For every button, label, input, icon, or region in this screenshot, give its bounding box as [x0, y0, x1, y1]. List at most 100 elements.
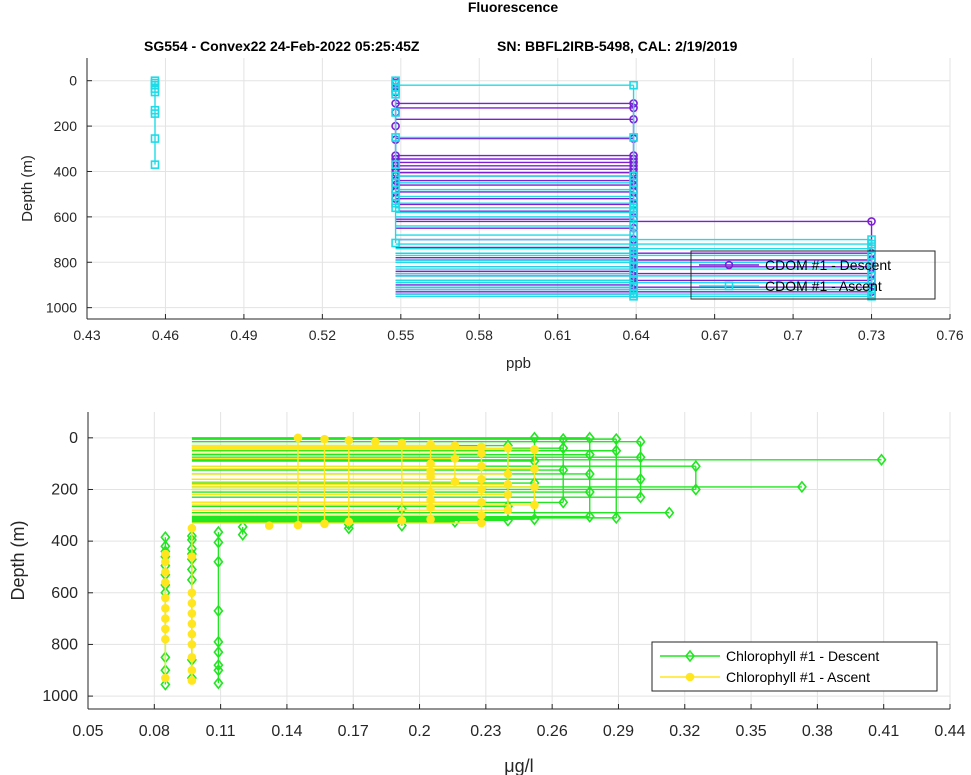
y-tick-label: 1000 — [42, 688, 78, 705]
y-tick-label: 1000 — [46, 300, 77, 316]
data-point — [150, 87, 160, 97]
data-point — [161, 557, 170, 567]
data-point — [187, 609, 197, 618]
data-point — [503, 490, 513, 499]
data-point — [477, 511, 486, 520]
data-point — [629, 244, 638, 253]
data-point — [796, 480, 807, 494]
data-point — [397, 516, 407, 525]
data-point — [396, 519, 407, 532]
x-tick-label: 0.46 — [152, 327, 179, 343]
data-point — [426, 439, 435, 449]
x-tick-label: 0.55 — [387, 327, 414, 343]
data-point — [503, 480, 513, 489]
data-point — [450, 477, 460, 487]
data-point — [160, 678, 171, 691]
y-tick-label: 600 — [51, 585, 78, 602]
x-tick-label: 0.44 — [934, 723, 965, 740]
data-point — [477, 498, 486, 507]
figure-title: Fluorescence — [468, 0, 558, 15]
data-point — [503, 469, 513, 479]
x-tick-label: 0.61 — [544, 327, 571, 343]
x-tick-label: 0.32 — [669, 723, 700, 740]
data-point — [629, 198, 638, 208]
x-tick-label: 0.38 — [802, 723, 833, 740]
data-point — [635, 490, 646, 504]
data-point — [629, 239, 638, 249]
data-point — [635, 472, 646, 486]
x-tick-label: 0.26 — [537, 723, 568, 740]
data-point — [237, 528, 248, 541]
figure-subtitle-left: SG554 - Convex22 24-Feb-2022 05:25:45Z — [144, 38, 420, 54]
data-point — [629, 221, 638, 231]
x-tick-label: 0.73 — [858, 327, 885, 343]
data-point — [150, 160, 160, 169]
data-point — [213, 536, 224, 549]
y-tick-label: 0 — [69, 73, 77, 89]
data-point — [161, 578, 170, 587]
x-tick-label: 0.41 — [868, 723, 899, 740]
data-point — [558, 496, 569, 509]
data-point — [320, 434, 329, 444]
legend: Chlorophyll #1 - Descent Chlorophyll #1 -… — [651, 641, 938, 692]
data-point — [477, 518, 486, 528]
data-point — [161, 567, 170, 577]
y-tick-label: 200 — [51, 481, 78, 498]
x-tick-label: 0.58 — [466, 327, 493, 343]
data-point — [161, 603, 170, 613]
legend-marker — [685, 672, 695, 682]
data-point — [187, 523, 197, 533]
data-point — [558, 441, 569, 455]
data-point — [584, 510, 595, 523]
x-tick-label: 0.35 — [736, 723, 767, 740]
x-tick-label: 0.29 — [603, 723, 634, 740]
data-point — [161, 634, 170, 644]
data-point — [426, 459, 435, 468]
series-1 — [161, 433, 539, 685]
x-tick-label: 0.76 — [936, 327, 963, 343]
data-point — [664, 506, 675, 520]
data-point — [343, 521, 354, 535]
data-point — [426, 472, 435, 481]
data-point — [213, 663, 224, 677]
data-point — [611, 444, 622, 458]
data-point — [391, 108, 400, 117]
y-axis-label: Depth (m) — [19, 155, 36, 222]
data-point — [867, 292, 876, 301]
data-point — [530, 482, 539, 492]
y-tick-label: 200 — [54, 118, 78, 134]
data-point — [187, 629, 197, 639]
data-point — [264, 521, 274, 530]
data-point — [187, 676, 197, 685]
data-point — [237, 520, 248, 534]
data-point — [187, 552, 197, 561]
data-point — [690, 483, 701, 496]
data-point — [344, 517, 354, 527]
legend-label: Chlorophyll #1 - Ascent — [726, 669, 870, 685]
data-point — [584, 448, 595, 461]
x-tick-label: 0.08 — [139, 723, 170, 740]
x-tick-label: 0.11 — [206, 723, 236, 740]
data-point — [529, 431, 540, 445]
x-tick-label: 0.05 — [72, 723, 103, 740]
data-point — [161, 614, 170, 623]
data-point — [213, 658, 224, 672]
figure-subtitle-right: SN: BBFL2IRB-5498, CAL: 2/19/2019 — [497, 38, 738, 54]
data-point — [161, 549, 170, 559]
x-axis-label: ppb — [506, 355, 531, 372]
data-point — [611, 511, 622, 525]
data-point — [449, 515, 460, 529]
data-point — [391, 203, 400, 213]
x-tick-label: 0.43 — [73, 327, 100, 343]
data-point — [391, 133, 400, 142]
data-point — [477, 449, 486, 458]
x-axis-label: μg/l — [504, 756, 533, 775]
data-point — [391, 238, 400, 248]
data-point — [635, 435, 646, 448]
y-tick-label: 600 — [54, 209, 78, 225]
x-tick-label: 0.52 — [309, 327, 336, 343]
data-point — [344, 436, 354, 445]
data-point — [690, 459, 701, 473]
data-point — [397, 438, 407, 448]
